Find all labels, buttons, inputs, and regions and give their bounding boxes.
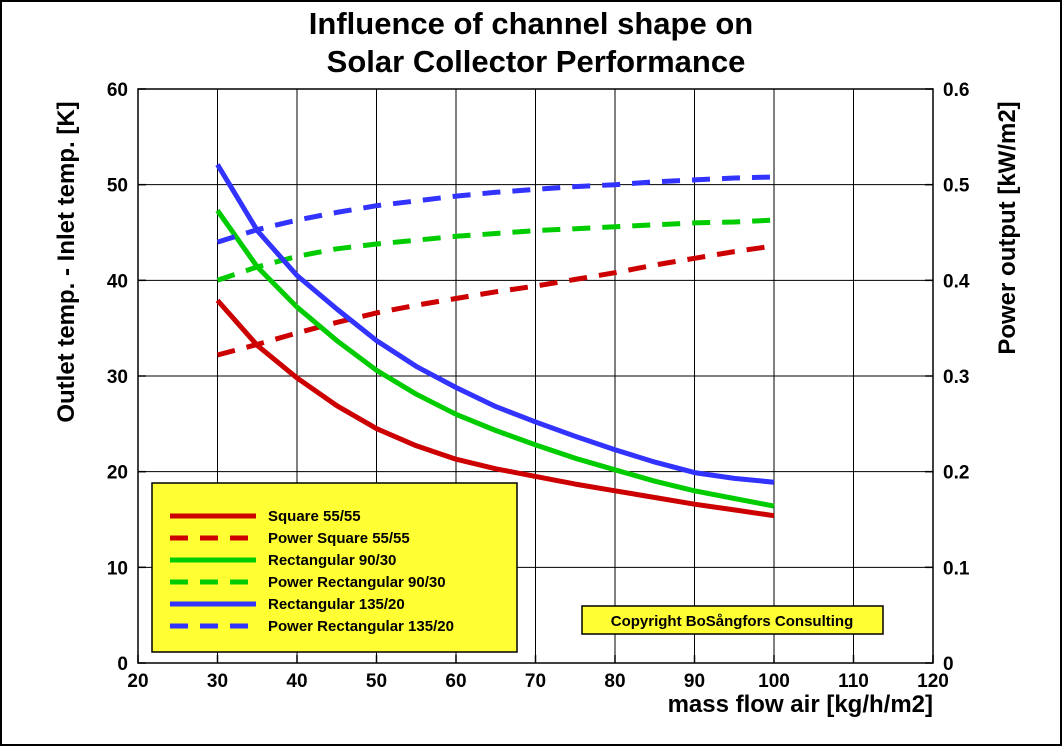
legend-item: Square 55/55: [170, 508, 361, 525]
x-tick-label: 110: [838, 671, 869, 692]
x-tick-label: 70: [525, 671, 546, 692]
legend-label: Rectangular 90/30: [268, 552, 396, 569]
series-line-square-55-55: [215, 298, 775, 519]
y2-tick-label: 0.6: [943, 80, 969, 101]
copyright-box-group: Copyright BoSångfors Consulting: [581, 605, 884, 635]
y2-tick-label: 0.5: [943, 176, 970, 197]
chart-title-line-1: Influence of channel shape on: [309, 6, 753, 41]
y-tick-label: 50: [107, 176, 128, 197]
x-tick-label: 30: [207, 671, 228, 692]
legend-item: Power Square 55/55: [170, 530, 410, 547]
legend-item: Power Rectangular 135/20: [170, 618, 454, 635]
x-tick-label: 100: [758, 671, 790, 692]
series-line-rectangular-90-30: [215, 209, 775, 509]
y-tick-label: 30: [107, 367, 128, 388]
series-line-power-square-55-55: [216, 243, 775, 358]
y2-tick-label: 0.4: [943, 271, 970, 292]
x-tick-label: 50: [366, 671, 387, 692]
x-tick-label: 90: [684, 671, 705, 692]
legend-item: Rectangular 90/30: [170, 552, 396, 569]
y2-tick-label: 0: [943, 654, 954, 675]
series-line-power-rectangular-135-20: [216, 174, 775, 245]
legend-item: Power Rectangular 90/30: [170, 574, 446, 591]
y2-axis-title: Power output [kW/m2]: [994, 101, 1021, 354]
legend: Square 55/55 Power Square 55/55 Rectangula…: [151, 482, 518, 653]
legend-label: Power Rectangular 90/30: [268, 574, 446, 591]
axis-ticks: 20 30 40 50 60 70 80 90 100 110 120010203040506000…: [107, 80, 970, 692]
y-axis-title: Outlet temp. - Inlet temp. [K]: [53, 101, 80, 422]
chart-title-line-2: Solar Collector Performance: [327, 44, 746, 79]
copyright-box: [581, 605, 884, 635]
y-tick-label: 40: [107, 271, 128, 292]
y-tick-label: 0: [117, 654, 128, 675]
legend-label: Power Rectangular 135/20: [268, 618, 454, 635]
legend-label: Rectangular 135/20: [268, 596, 405, 613]
x-axis-title: mass flow air [kg/h/m2]: [668, 691, 933, 718]
legend-items: Square 55/55 Power Square 55/55 Rectangula…: [170, 508, 454, 635]
series-line-power-rectangular-90-30: [216, 217, 775, 283]
x-tick-label: 120: [917, 671, 949, 692]
x-tick-label: 40: [286, 671, 307, 692]
legend-label: Square 55/55: [268, 508, 361, 525]
y2-tick-label: 0.1: [943, 558, 970, 579]
x-tick-label: 20: [127, 671, 148, 692]
legend-item: Rectangular 135/20: [170, 596, 405, 613]
y-tick-label: 20: [107, 463, 128, 484]
y2-tick-label: 0.2: [943, 463, 969, 484]
series-lines: [215, 163, 775, 519]
x-tick-label: 60: [445, 671, 466, 692]
x-tick-label: 80: [604, 671, 625, 692]
y2-tick-label: 0.3: [943, 367, 969, 388]
copyright-text: Copyright BoSångfors Consulting: [611, 613, 853, 630]
series-line-rectangular-135-20: [215, 163, 775, 485]
legend-label: Power Square 55/55: [268, 530, 410, 547]
y-tick-label: 60: [107, 80, 128, 101]
y-tick-label: 10: [107, 558, 128, 579]
